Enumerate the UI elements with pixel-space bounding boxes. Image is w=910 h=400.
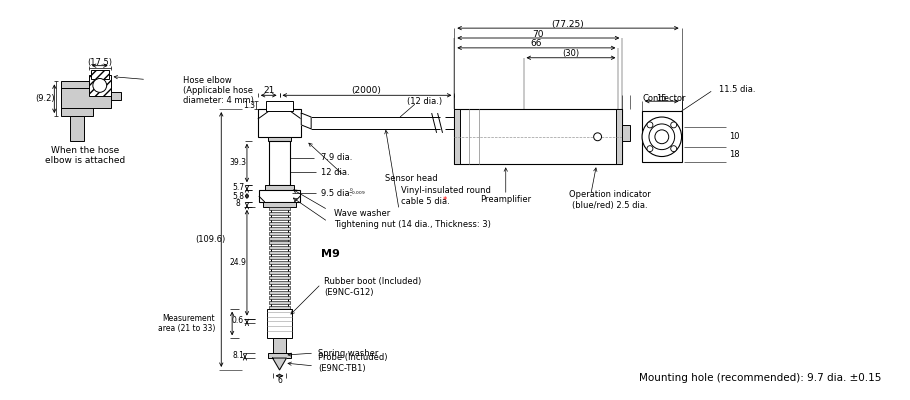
Text: *: *	[442, 196, 447, 204]
Circle shape	[655, 130, 669, 144]
Text: 1.3: 1.3	[243, 101, 255, 110]
Bar	[70, 116, 84, 141]
Bar	[266, 101, 293, 111]
Bar	[258, 190, 300, 202]
Bar	[91, 70, 108, 80]
Text: Mounting hole (recommended): 9.7 dia. ±0.15: Mounting hole (recommended): 9.7 dia. ±0…	[640, 373, 882, 383]
Text: 18: 18	[729, 150, 740, 159]
Text: 0.6: 0.6	[232, 316, 244, 325]
Circle shape	[649, 124, 674, 150]
Bar	[270, 207, 288, 318]
Polygon shape	[301, 113, 311, 129]
Bar	[268, 227, 290, 230]
Text: 21: 21	[263, 86, 275, 95]
Bar	[61, 88, 111, 108]
Bar	[268, 296, 290, 299]
Text: 70: 70	[532, 30, 544, 38]
Text: 10: 10	[729, 132, 740, 141]
Text: 12 dia.: 12 dia.	[321, 168, 349, 177]
Bar	[268, 261, 290, 264]
Bar	[61, 82, 93, 116]
Text: 66: 66	[531, 40, 542, 48]
Bar	[268, 281, 290, 284]
Bar	[267, 309, 292, 338]
Text: 5.8: 5.8	[232, 192, 244, 200]
Bar	[268, 286, 290, 289]
Text: Sensor head: Sensor head	[385, 174, 438, 183]
Circle shape	[593, 133, 602, 141]
Text: 9.5 dia.: 9.5 dia.	[321, 188, 352, 198]
Bar	[268, 276, 290, 279]
Text: Hose elbow
(Applicable hose
diameter: 4 mm): Hose elbow (Applicable hose diameter: 4 …	[183, 76, 254, 105]
Circle shape	[671, 122, 677, 128]
Bar	[268, 236, 290, 240]
Bar	[268, 353, 291, 358]
Bar	[258, 109, 301, 137]
Polygon shape	[273, 358, 287, 370]
Bar	[268, 291, 290, 294]
Bar	[268, 137, 291, 141]
Bar	[268, 311, 290, 314]
Text: Operation indicator
(blue/red) 2.5 dia.: Operation indicator (blue/red) 2.5 dia.	[569, 190, 651, 210]
Text: 11.5 dia.: 11.5 dia.	[719, 85, 755, 94]
Circle shape	[671, 146, 677, 152]
Circle shape	[647, 146, 652, 152]
Bar	[268, 212, 290, 215]
Text: (2000): (2000)	[351, 86, 381, 95]
Bar	[268, 222, 290, 225]
Text: 8: 8	[236, 200, 240, 208]
Text: Measurement
area (21 to 33): Measurement area (21 to 33)	[158, 314, 216, 333]
Text: (109.6): (109.6)	[196, 235, 226, 244]
Bar	[89, 74, 111, 96]
Text: (17.5): (17.5)	[87, 58, 112, 67]
Text: 8.1: 8.1	[232, 350, 244, 360]
Text: 6: 6	[278, 376, 282, 385]
Text: Vinyl-insulated round
cable 5 dia.: Vinyl-insulated round cable 5 dia.	[401, 186, 490, 206]
Bar	[268, 251, 290, 254]
Bar	[268, 217, 290, 220]
Bar	[273, 338, 287, 353]
Text: Wave washer: Wave washer	[334, 209, 390, 218]
Text: (12 dia.): (12 dia.)	[407, 97, 442, 106]
Bar	[268, 301, 290, 304]
Text: When the hose
elbow is attached: When the hose elbow is attached	[45, 146, 125, 165]
Text: M9: M9	[321, 249, 340, 259]
Text: Tightening nut (14 dia., Thickness: 3): Tightening nut (14 dia., Thickness: 3)	[334, 220, 490, 229]
Text: Spring washer: Spring washer	[318, 349, 379, 358]
Bar	[454, 109, 622, 164]
Bar	[263, 202, 297, 207]
Bar	[268, 266, 290, 269]
Circle shape	[93, 78, 106, 92]
Text: 39.3: 39.3	[229, 158, 247, 167]
Bar	[642, 111, 682, 162]
Text: $^{\ 0}_{-0.009}$: $^{\ 0}_{-0.009}$	[348, 186, 366, 196]
Text: Probe (Included)
(E9NC-TB1): Probe (Included) (E9NC-TB1)	[318, 353, 388, 373]
Text: (9.2): (9.2)	[35, 94, 56, 103]
Bar	[268, 141, 290, 185]
Text: 24.9: 24.9	[229, 258, 247, 267]
Text: (30): (30)	[562, 49, 580, 58]
Text: 5.7: 5.7	[232, 183, 244, 192]
Circle shape	[647, 122, 652, 128]
Text: Connector: Connector	[642, 94, 685, 103]
Bar	[265, 185, 294, 190]
Text: (77.25): (77.25)	[551, 20, 584, 29]
Text: Preamplifier: Preamplifier	[480, 196, 531, 204]
Bar	[616, 109, 622, 164]
Text: Rubber boot (Included)
(E9NC-G12): Rubber boot (Included) (E9NC-G12)	[324, 277, 421, 297]
Bar	[268, 306, 290, 309]
Bar	[622, 125, 631, 141]
Circle shape	[642, 117, 682, 156]
Bar	[111, 92, 120, 100]
Bar	[268, 232, 290, 234]
Bar	[454, 109, 460, 164]
Text: 15: 15	[657, 94, 667, 103]
Bar	[268, 256, 290, 259]
Bar	[268, 271, 290, 274]
Bar	[268, 242, 290, 244]
Bar	[268, 246, 290, 249]
Text: 7.9 dia.: 7.9 dia.	[321, 153, 352, 162]
Bar	[268, 207, 290, 210]
